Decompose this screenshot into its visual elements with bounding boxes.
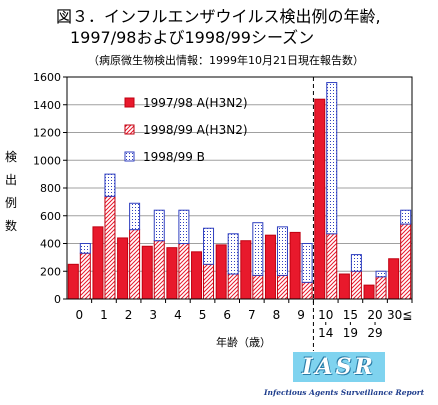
bar-1997-98-a-h3n2	[289, 231, 301, 300]
bar-1998-99-a-h3n2	[203, 263, 215, 300]
x-tick-label: 14	[318, 326, 333, 340]
y-tick-label: 1600	[33, 71, 61, 84]
bar-1998-99-b	[375, 270, 387, 278]
bar-1998-99-a-h3n2	[375, 276, 387, 300]
bar-1997-98-a-h3n2	[314, 98, 326, 300]
x-tick-label: 30≦	[387, 308, 412, 322]
x-tick-label: 6	[223, 308, 231, 322]
bar-1997-98-a-h3n2	[215, 244, 227, 300]
bar-1998-99-a-h3n2	[350, 270, 362, 300]
y-tick-label: 1000	[33, 154, 61, 167]
bar-1997-98-a-h3n2	[264, 234, 276, 300]
legend-label: 1997/98 A(H3N2)	[143, 96, 248, 110]
plot-frame	[66, 76, 413, 300]
bar-1998-99-a-h3n2	[178, 243, 190, 300]
bar-1998-99-b	[129, 202, 141, 231]
bar-1998-99-a-h3n2	[79, 252, 91, 300]
legend-swatch	[124, 97, 135, 108]
y-tick-label: 200	[40, 265, 61, 278]
x-tick-label: 3	[149, 308, 157, 322]
bar-1998-99-a-h3n2	[326, 233, 338, 300]
legend-swatch	[124, 124, 135, 135]
bar-1997-98-a-h3n2	[191, 251, 203, 300]
y-tick-label: 400	[40, 238, 61, 251]
bar-1997-98-a-h3n2	[67, 263, 79, 300]
bar-1998-99-b	[153, 209, 165, 242]
bar-1998-99-b	[276, 226, 288, 276]
bar-1998-99-b	[79, 243, 91, 254]
x-tick-label: 29	[367, 326, 382, 340]
x-tick-label: 4	[174, 308, 182, 322]
x-tick-label: 5	[199, 308, 207, 322]
bar-1998-99-a-h3n2	[301, 281, 313, 300]
bar-1997-98-a-h3n2	[240, 240, 252, 300]
bar-1998-99-b	[104, 173, 116, 197]
x-tick-label: 19	[343, 326, 358, 340]
y-tick-label: 600	[40, 210, 61, 223]
legend-swatch	[124, 151, 135, 162]
bar-1998-99-b	[326, 82, 338, 235]
x-tick-label: 0	[76, 308, 84, 322]
iasr-logo-text: IASR	[302, 354, 376, 380]
x-tick-label: 15	[343, 308, 358, 322]
chart-title-line2: 1997/98および1998/99シーズン	[70, 28, 315, 47]
y-tick-label: 1200	[33, 127, 61, 140]
bar-1998-99-b	[227, 233, 239, 275]
bar-1997-98-a-h3n2	[117, 237, 129, 300]
bar-1997-98-a-h3n2	[338, 273, 350, 300]
chart-subtitle: （病原微生物検出情報：1999年10月21日現在報告数）	[88, 54, 364, 67]
legend-label: 1998/99 A(H3N2)	[143, 123, 248, 137]
legend-label: 1998/99 B	[143, 150, 205, 164]
y-axis-label: 検出例数	[4, 150, 17, 233]
x-tick-label: 1	[100, 308, 108, 322]
bar-1998-99-b	[301, 243, 313, 283]
x-tick-label: 8	[273, 308, 281, 322]
bar-1998-99-b	[252, 222, 264, 276]
bar-1998-99-b	[350, 254, 362, 272]
bar-1998-99-b	[400, 209, 412, 225]
bar-1998-99-a-h3n2	[252, 274, 264, 300]
iasr-logo: IASR	[293, 352, 385, 382]
x-tick-label: 2	[125, 308, 133, 322]
bar-1998-99-a-h3n2	[104, 195, 116, 300]
x-tick-label: 7	[248, 308, 256, 322]
x-tick-label: 20	[367, 308, 382, 322]
bar-1998-99-a-h3n2	[400, 223, 412, 300]
y-tick-label: 800	[40, 182, 61, 195]
bar-1998-99-a-h3n2	[276, 274, 288, 300]
bar-1997-98-a-h3n2	[166, 247, 178, 300]
bar-1998-99-a-h3n2	[153, 240, 165, 300]
bar-1998-99-b	[178, 209, 190, 244]
x-tick-label: 9	[297, 308, 305, 322]
y-tick-label: 1400	[33, 99, 61, 112]
bar-1998-99-a-h3n2	[129, 229, 141, 300]
bar-1998-99-b	[203, 227, 215, 265]
bar-1997-98-a-h3n2	[388, 258, 400, 300]
bar-1997-98-a-h3n2	[363, 284, 375, 300]
x-tick-label: 10	[318, 308, 333, 322]
y-tick-label: 0	[54, 293, 61, 306]
bar-1997-98-a-h3n2	[141, 245, 153, 300]
bar-1998-99-a-h3n2	[227, 273, 239, 300]
iasr-logo-subtitle: Infectious Agents Surveillance Report	[264, 388, 425, 397]
bar-1997-98-a-h3n2	[92, 226, 104, 300]
chart-title: 図３．インフルエンザウイルス検出例の年齢,	[56, 7, 381, 26]
x-axis-label: 年齢（歳）	[216, 336, 271, 349]
